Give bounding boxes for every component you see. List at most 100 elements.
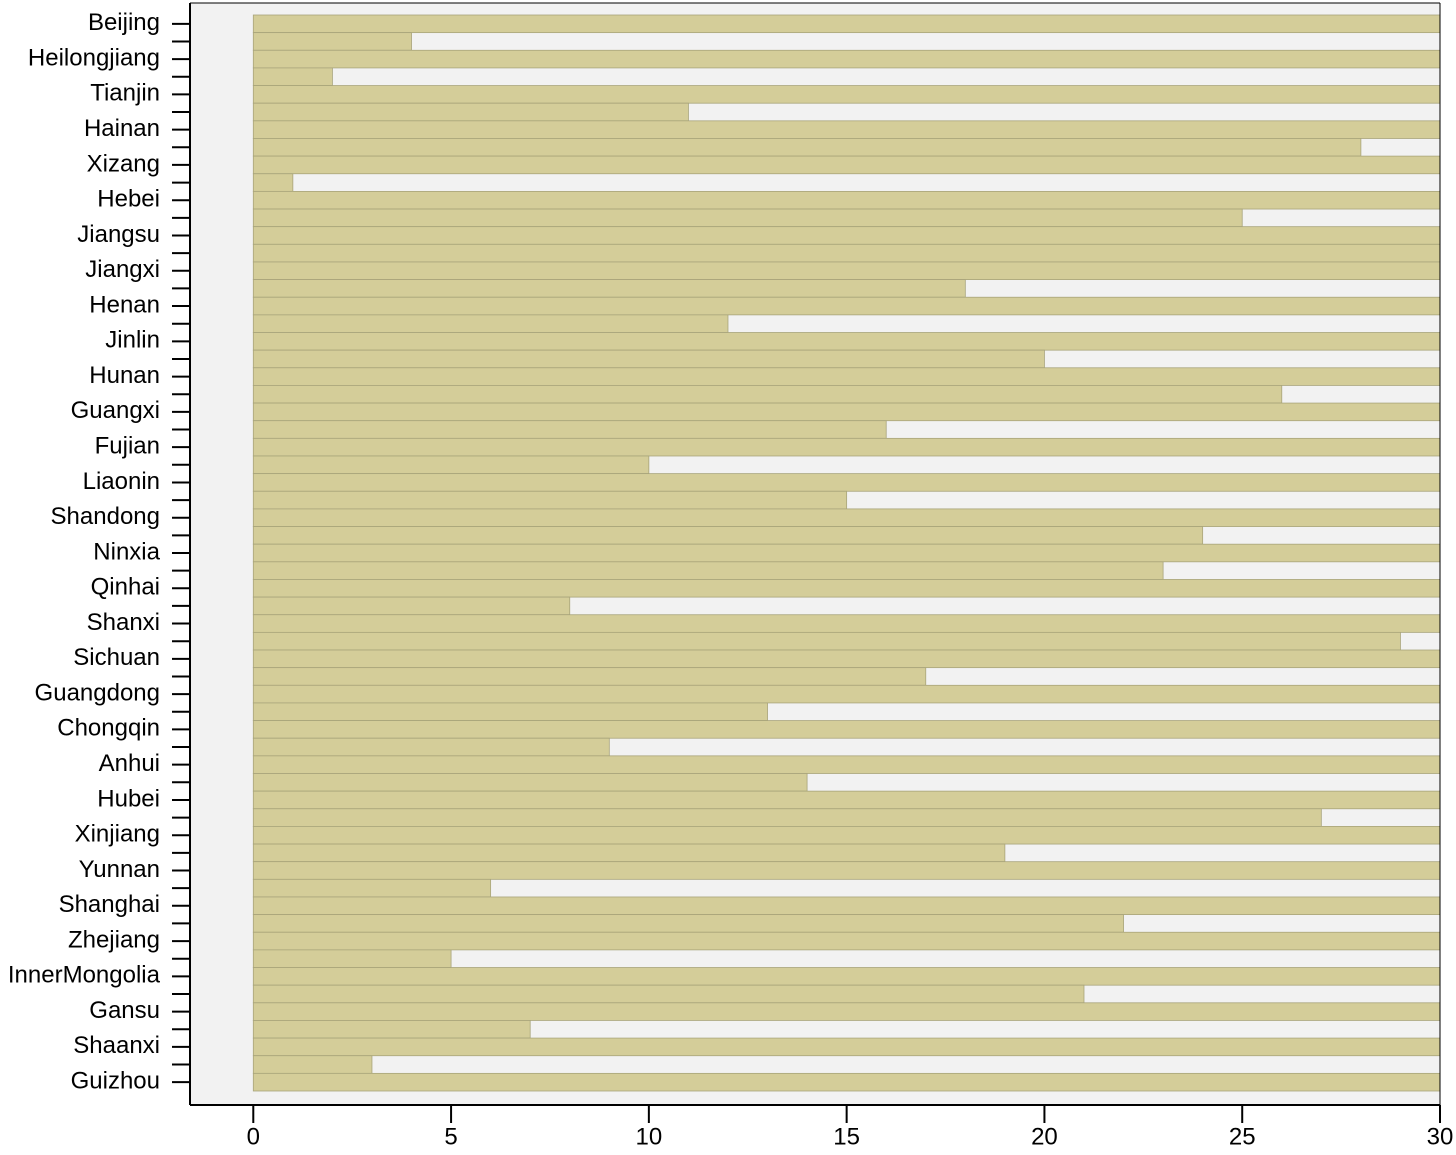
bar <box>252 702 768 721</box>
y-tick-label: Chongqin <box>57 715 160 742</box>
bar <box>252 367 1441 386</box>
bar <box>252 1055 373 1074</box>
bar <box>252 737 610 757</box>
bar <box>252 1072 1441 1092</box>
y-tick-label: Shandong <box>51 503 160 530</box>
y-tick-label: Beijing <box>88 9 160 36</box>
bar <box>252 314 729 333</box>
bar <box>252 790 1441 810</box>
x-tick-label: 10 <box>636 1123 663 1150</box>
bar <box>252 773 808 792</box>
bar <box>252 826 1441 845</box>
bar <box>252 931 1441 951</box>
bar <box>252 402 1441 422</box>
bar <box>252 296 1441 316</box>
y-tick-label: Fujian <box>95 433 160 460</box>
bar <box>252 1037 1441 1057</box>
y-tick-label: Anhui <box>99 750 160 777</box>
y-tick-label: Hubei <box>97 785 160 812</box>
bar <box>252 720 1441 739</box>
x-tick-label: 5 <box>444 1123 457 1150</box>
bar <box>252 755 1441 774</box>
y-tick-label: Qinhai <box>91 574 160 601</box>
bar <box>252 543 1441 563</box>
bar <box>252 455 650 475</box>
bar <box>252 67 333 86</box>
bar <box>252 226 1441 245</box>
bar <box>252 173 294 192</box>
x-tick-label: 25 <box>1229 1123 1256 1150</box>
bar <box>252 49 1441 69</box>
bar <box>252 1002 1441 1021</box>
bar <box>252 808 1322 827</box>
y-tick-label: Jiangsu <box>77 221 160 248</box>
y-tick-label: Tianjin <box>90 80 160 107</box>
bar <box>252 349 1045 369</box>
bar <box>252 631 1401 651</box>
y-tick-label: Yunnan <box>79 856 160 883</box>
y-tick-label: Zhejiang <box>68 926 160 953</box>
y-tick-label: Heilongjiang <box>28 44 160 71</box>
bar <box>252 85 1441 104</box>
bar <box>252 861 1441 880</box>
bar <box>252 667 927 686</box>
y-tick-label: Ninxia <box>93 538 160 565</box>
bar <box>252 967 1441 986</box>
bar <box>252 649 1441 669</box>
y-tick-label: Hunan <box>89 362 160 389</box>
bar <box>252 32 412 51</box>
bar <box>252 332 1441 351</box>
bar <box>252 508 1441 527</box>
bar <box>252 843 1006 863</box>
bar <box>252 14 1441 34</box>
y-tick-label: Henan <box>89 291 160 318</box>
x-tick-label: 0 <box>247 1123 260 1150</box>
y-tick-label: Jiangxi <box>85 256 160 283</box>
x-tick-label: 15 <box>833 1123 860 1150</box>
y-tick-label: Shaanxi <box>73 1032 160 1059</box>
bar <box>252 437 1441 457</box>
x-tick-label: 30 <box>1427 1123 1454 1150</box>
bar <box>252 138 1362 157</box>
y-tick-label: Hebei <box>97 186 160 213</box>
bar <box>252 614 1441 633</box>
bar <box>252 561 1164 580</box>
bar <box>252 914 1124 933</box>
bar <box>252 579 1441 598</box>
y-tick-label: Xinjiang <box>75 821 160 848</box>
y-tick-label: InnerMongolia <box>8 962 161 989</box>
y-tick-label: Liaonin <box>83 468 160 495</box>
bar <box>252 526 1204 545</box>
bar <box>252 596 571 616</box>
bar <box>252 279 966 298</box>
bar <box>252 896 1441 916</box>
y-tick-label: Gansu <box>89 997 160 1024</box>
y-tick-label: Hainan <box>84 115 160 142</box>
bar <box>252 261 1441 280</box>
bar <box>252 878 492 898</box>
y-tick-label: Shanxi <box>87 609 160 636</box>
bar <box>252 155 1441 175</box>
bar <box>252 420 887 439</box>
y-tick-label: Shanghai <box>59 891 160 918</box>
bar <box>252 473 1441 492</box>
bar <box>252 1020 531 1039</box>
bar <box>252 102 689 122</box>
bar <box>252 208 1243 228</box>
y-tick-label: Jinlin <box>105 327 160 354</box>
y-tick-label: Guangxi <box>71 397 160 424</box>
bar <box>252 243 1441 263</box>
bar <box>252 984 1085 1004</box>
bar <box>252 684 1441 704</box>
y-tick-label: Sichuan <box>73 644 160 671</box>
bar <box>252 385 1283 404</box>
y-tick-label: Guangdong <box>35 679 160 706</box>
bar <box>252 490 848 510</box>
y-tick-label: Xizang <box>87 150 160 177</box>
bar <box>252 190 1441 210</box>
x-tick-label: 20 <box>1031 1123 1058 1150</box>
y-tick-label: Guizhou <box>71 1068 160 1095</box>
bar <box>252 120 1441 139</box>
bar <box>252 949 452 968</box>
